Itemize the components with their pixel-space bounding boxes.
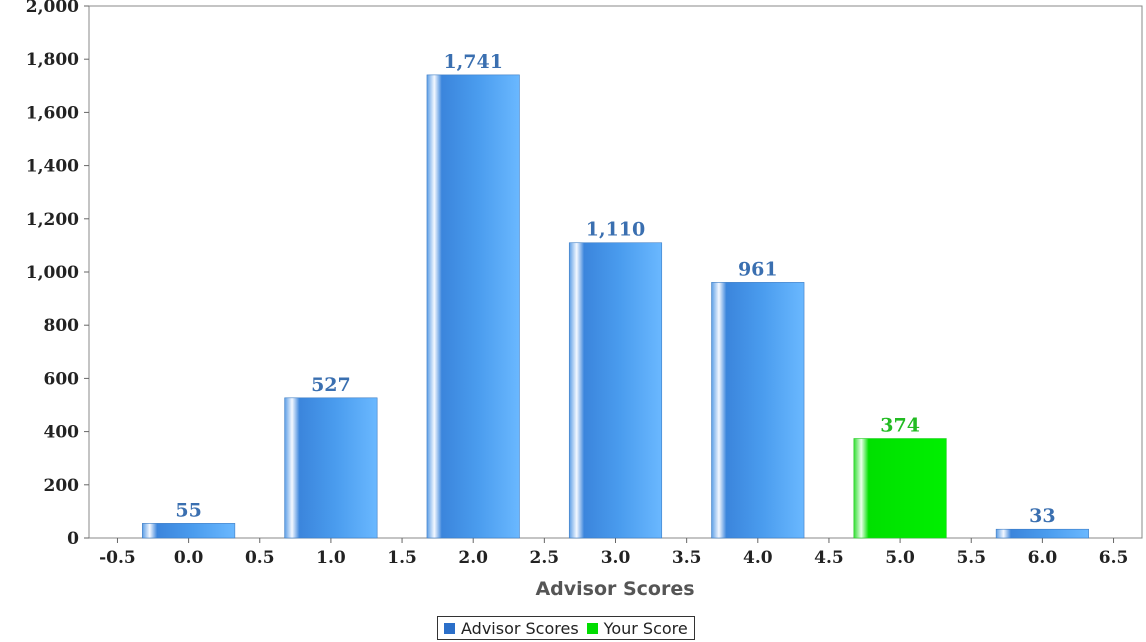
x-tick-label: 3.0	[601, 548, 631, 568]
bar-value-label: 33	[1029, 505, 1055, 527]
x-tick-label: 4.5	[814, 548, 844, 568]
bar-value-label: 1,741	[443, 51, 503, 73]
bar-labels: 55 527 1,741 1,110 961 33 374	[175, 51, 1055, 527]
x-tick-label: 3.5	[672, 548, 702, 568]
bar-value-label: 1,110	[586, 219, 646, 241]
legend-item-advisor-scores: Advisor Scores	[444, 619, 579, 638]
y-tick-label: 600	[44, 369, 80, 389]
bar-advisor-6	[995, 528, 1089, 539]
y-tick-label: 1,000	[26, 263, 79, 283]
x-tick-label: 6.0	[1028, 548, 1058, 568]
x-axis-title: Advisor Scores	[535, 578, 694, 600]
bar-chart: 0 200 400 600 800 1,000 1,200 1,400 1,600 1,800 2,…	[26, 0, 1143, 600]
y-tick-label: 200	[44, 476, 80, 496]
bar-value-label: 55	[175, 499, 201, 521]
x-tick-label: 6.5	[1099, 548, 1129, 568]
bar-advisor-2	[426, 74, 520, 539]
legend-label-advisor: Advisor Scores	[461, 618, 579, 638]
bar-value-label: 527	[311, 374, 351, 396]
bar-value-label: 374	[880, 415, 920, 437]
x-tick-label: 0.0	[174, 548, 204, 568]
y-tick-label: 0	[67, 529, 79, 549]
legend-label-your-score: Your Score	[603, 618, 688, 638]
bar-advisor-0	[142, 523, 236, 539]
bar-advisor-3	[568, 242, 663, 539]
bar-your-score-5	[853, 438, 947, 539]
bar-advisor-4	[711, 282, 805, 539]
x-tick-label: 1.5	[387, 548, 417, 568]
x-tick-label: -0.5	[99, 548, 136, 568]
y-tick-label: 1,800	[26, 50, 79, 70]
x-tick-label: 2.5	[530, 548, 560, 568]
y-axis: 0 200 400 600 800 1,000 1,200 1,400 1,600 1,800 2,…	[26, 0, 89, 549]
x-tick-label: 1.0	[316, 548, 346, 568]
x-axis: -0.5 0.0 0.5 1.0 1.5 2.0 2.5 3.0 3.5 4.0 4.5 5.0 5.5…	[99, 538, 1128, 568]
y-tick-label: 1,400	[26, 157, 79, 177]
y-tick-label: 1,200	[26, 210, 79, 230]
y-tick-label: 800	[44, 316, 80, 336]
y-tick-label: 2,000	[26, 0, 79, 17]
bar-advisor-1	[284, 397, 378, 539]
x-tick-label: 5.5	[956, 548, 986, 568]
legend-swatch-your-score	[586, 622, 598, 634]
y-tick-label: 1,600	[26, 103, 79, 123]
legend-swatch-advisor	[444, 622, 455, 634]
bar-value-label: 961	[738, 258, 778, 280]
bars	[142, 74, 1089, 539]
x-tick-label: 4.0	[743, 548, 773, 568]
y-tick-label: 400	[44, 423, 80, 443]
x-tick-label: 5.0	[885, 548, 915, 568]
legend: Advisor Scores Your Score	[437, 616, 695, 640]
x-tick-label: 2.0	[458, 548, 488, 568]
x-tick-label: 0.5	[245, 548, 275, 568]
legend-item-your-score: Your Score	[586, 618, 688, 638]
